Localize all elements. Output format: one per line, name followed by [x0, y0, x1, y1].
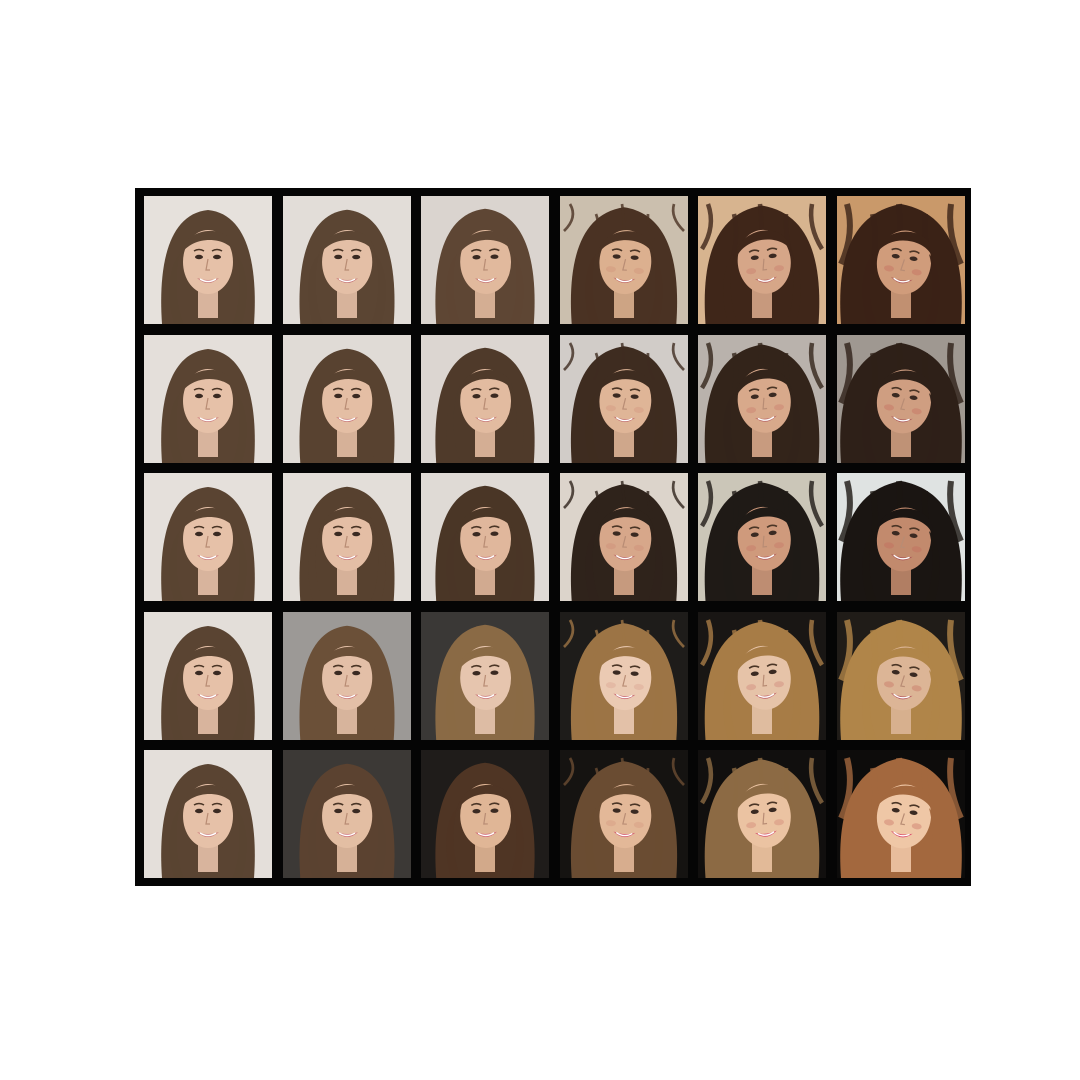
face-image: [282, 750, 411, 878]
face-image: [421, 473, 550, 601]
face-image: [559, 750, 688, 878]
face-image: [559, 334, 688, 463]
face-image: [421, 334, 550, 463]
face-image: [698, 611, 827, 740]
image-grid: [135, 188, 971, 886]
face-image: [559, 611, 688, 740]
face-image: [144, 611, 272, 740]
face-image: [698, 750, 827, 878]
face-image: [282, 196, 411, 324]
face-image: [421, 611, 550, 740]
face-image: [144, 196, 272, 324]
face-image: [698, 196, 827, 324]
face-image: [282, 334, 411, 463]
face-image: [837, 473, 965, 601]
face-image: [837, 750, 965, 878]
face-image: [559, 473, 688, 601]
face-image: [144, 334, 272, 463]
face-image: [421, 750, 550, 878]
face-image: [837, 611, 965, 740]
face-image: [144, 473, 272, 601]
face-image: [837, 334, 965, 463]
face-image: [559, 196, 688, 324]
face-image: [282, 473, 411, 601]
face-image: [698, 334, 827, 463]
face-image: [144, 750, 272, 878]
face-image: [698, 473, 827, 601]
face-image: [837, 196, 965, 324]
face-image: [282, 611, 411, 740]
face-image: [421, 196, 550, 324]
